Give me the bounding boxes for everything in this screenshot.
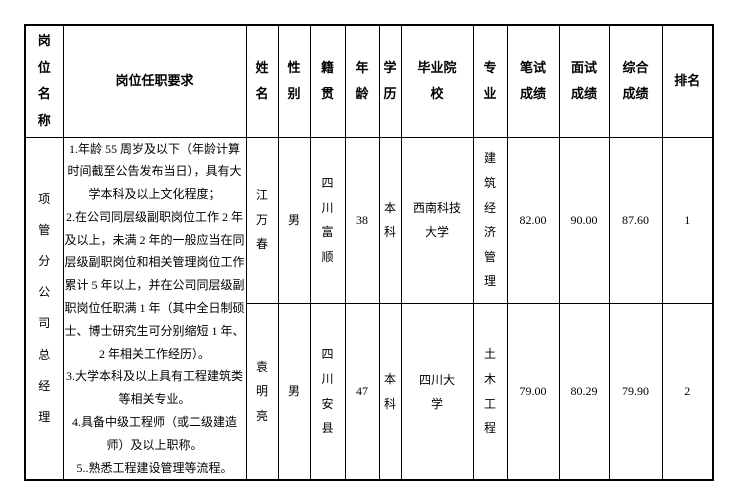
major-text: 建筑经济管理 <box>483 151 496 289</box>
col-header-requirements: 岗位任职要求 <box>62 24 247 138</box>
school-cell: 西南科技 大学 <box>400 136 474 304</box>
candidate-row: 袁明亮 男 四川安县 47 本科 四川大 学 土木工程 79.00 80.29 … <box>25 302 714 481</box>
col-header-interview-score: 面试 成绩 <box>558 24 610 138</box>
written-score-cell: 82.00 <box>506 136 560 304</box>
col-header-education-label: 学历 <box>383 59 397 102</box>
col-header-position-name-label: 岗位名称 <box>37 32 51 128</box>
col-header-interview-score-label: 面试 成绩 <box>570 60 597 102</box>
age-cell: 38 <box>344 136 380 304</box>
native-place-text: 四川富顺 <box>321 175 334 264</box>
school-cell: 四川大 学 <box>400 302 474 481</box>
education-cell: 本科 <box>378 302 402 481</box>
native-place-cell: 四川安县 <box>309 302 346 481</box>
candidate-row: 项管分公司总经理 1.年龄 55 周岁及以下（年龄计算时间截至公告发布当日），具… <box>24 136 714 481</box>
position-name-cell: 项管分公司总经理 <box>24 136 64 481</box>
col-header-gender: 性别 <box>277 24 311 138</box>
col-header-written-score: 笔试 成绩 <box>506 24 560 138</box>
col-header-native-place-label: 籍贯 <box>320 59 334 102</box>
col-header-major: 专业 <box>472 24 508 138</box>
col-header-major-label: 专业 <box>483 59 497 102</box>
header-row: 岗位名称 岗位任职要求 姓名 性别 籍贯 年龄 学历 毕业院 校 专业 笔试 成… <box>24 24 714 138</box>
name-cell: 袁明亮 <box>245 302 279 481</box>
col-header-position-name: 岗位名称 <box>24 24 64 138</box>
interview-score-cell: 80.29 <box>558 302 610 481</box>
major-cell: 土木工程 <box>472 302 508 481</box>
native-place-cell: 四川富顺 <box>309 136 346 304</box>
major-text: 土木工程 <box>483 347 496 436</box>
written-score-cell: 79.00 <box>506 302 560 481</box>
col-header-native-place: 籍贯 <box>309 24 346 138</box>
education-cell: 本科 <box>378 136 402 304</box>
education-text: 本科 <box>383 200 396 240</box>
position-name-text: 项管分公司总经理 <box>38 191 51 425</box>
major-cell: 建筑经济管理 <box>472 136 508 304</box>
overall-score-cell: 79.90 <box>608 302 663 481</box>
col-header-requirements-label: 岗位任职要求 <box>115 72 194 88</box>
education-text: 本科 <box>383 372 396 411</box>
col-header-age: 年龄 <box>344 24 380 138</box>
gender-cell: 男 <box>277 302 311 481</box>
rank-cell: 1 <box>661 136 714 304</box>
age-cell: 47 <box>344 302 380 481</box>
col-header-written-score-label: 笔试 成绩 <box>519 60 546 102</box>
col-header-overall-score-label: 综合 成绩 <box>622 60 649 102</box>
requirements-cell: 1.年龄 55 周岁及以下（年龄计算时间截至公告发布当日），具有大学本科及以上文… <box>62 136 247 481</box>
gender-cell: 男 <box>277 136 311 304</box>
col-header-name: 姓名 <box>245 24 279 138</box>
col-header-school: 毕业院 校 <box>400 24 474 138</box>
col-header-school-label: 毕业院 校 <box>417 60 457 102</box>
overall-score-cell: 87.60 <box>608 136 663 304</box>
rank-cell: 2 <box>661 302 714 481</box>
col-header-age-label: 年龄 <box>355 59 369 102</box>
col-header-education: 学历 <box>378 24 402 138</box>
interview-score-cell: 90.00 <box>558 136 610 304</box>
native-place-text: 四川安县 <box>321 347 334 436</box>
name-text: 袁明亮 <box>255 359 268 423</box>
col-header-gender-label: 性别 <box>287 59 301 102</box>
candidate-score-table: 岗位名称 岗位任职要求 姓名 性别 籍贯 年龄 学历 毕业院 校 专业 笔试 成… <box>24 24 714 481</box>
name-text: 江万春 <box>255 188 268 252</box>
col-header-name-label: 姓名 <box>255 59 269 102</box>
col-header-rank-label: 排名 <box>674 72 701 88</box>
school-text: 西南科技 大学 <box>412 201 461 240</box>
col-header-rank: 排名 <box>661 24 714 138</box>
school-text: 四川大 学 <box>418 372 455 411</box>
name-cell: 江万春 <box>245 136 279 304</box>
col-header-overall-score: 综合 成绩 <box>608 24 663 138</box>
